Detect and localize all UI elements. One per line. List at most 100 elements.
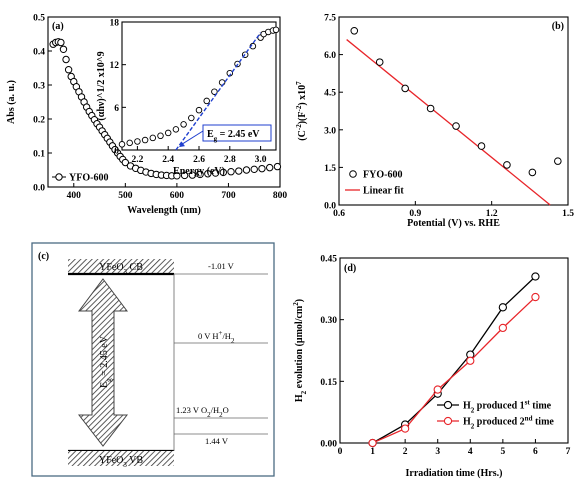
a-data-point — [258, 164, 266, 173]
b-data-point — [401, 84, 409, 93]
b-y-tick-label: 7.5 — [324, 14, 336, 24]
a-data-point — [196, 170, 204, 179]
d-y-axis-label-part: 2 — [292, 302, 300, 306]
d-series-line-2 — [372, 296, 536, 444]
d-x-tick-label: 5 — [500, 447, 505, 457]
d-y-axis-label-part: evolution (μmol/cm — [294, 305, 305, 391]
a-inset-y-tick-label: 0 — [114, 147, 119, 157]
c-band-gap-arrow — [77, 278, 129, 447]
d-legend-label-2-part: H — [463, 417, 471, 428]
panel-b: 0.6 0.9 1.2 1.5 0.0 1.5 3.0 4.5 6.0 7.5 Potential … — [295, 14, 574, 230]
d-legend-label-1-part: time — [530, 401, 552, 412]
a-inset-x-tick-label: 2.8 — [224, 155, 236, 165]
d-data-point-1 — [531, 272, 540, 281]
b-x-tick-label: 1.2 — [486, 209, 498, 219]
d-series-line-1 — [372, 276, 536, 444]
a-panel-label: (a) — [52, 21, 64, 32]
c-vb-label-part: VB — [127, 455, 144, 466]
a-inset-annotation-label-part: E — [207, 129, 214, 140]
a-inset-annotation-arrow — [181, 130, 204, 145]
c-level-label-o2-part: 2 — [207, 411, 211, 419]
d-data-point-2 — [531, 292, 540, 302]
b-x-axis-label: Potential (V) vs. RHE — [407, 218, 500, 229]
d-y-axis-label-part: H — [294, 394, 305, 402]
b-y-tick-label: 0.0 — [324, 202, 336, 212]
d-data-point-2 — [400, 424, 410, 433]
a-inset-x-tick-label: 2.4 — [162, 155, 174, 165]
c-cb-label-part: CB — [127, 262, 143, 273]
d-legend-label-1-part: 2 — [471, 407, 475, 415]
a-y-tick-label: 0.3 — [33, 82, 45, 92]
b-legend-label-2: Linear fit — [363, 186, 404, 197]
a-inset-data-point — [203, 97, 210, 105]
d-y-axis-label: H2 evolution (μmol/cm2) — [292, 299, 308, 402]
c-cb-label-part: YFeO — [99, 262, 123, 273]
c-level-label-h2-part: /H — [222, 331, 231, 341]
b-legend-marker — [349, 170, 357, 178]
a-data-point — [121, 158, 130, 167]
b-y-tick-label: 3.0 — [324, 126, 336, 136]
a-x-axis-label: Wavelength (nm) — [127, 205, 201, 216]
a-inset-x-axis-label: Energy (eV) — [173, 166, 225, 177]
d-legend-marker-2 — [443, 416, 453, 426]
d-y-axis-label-part: ) — [294, 299, 305, 302]
d-data-point-1 — [498, 303, 508, 312]
b-panel-label: (b) — [552, 21, 564, 32]
b-y-axis-label-part: ) x10 — [297, 85, 308, 106]
a-inset-annotation-box — [202, 124, 272, 142]
a-inset-annotation-label-part: = 2.45 eV — [217, 129, 260, 140]
a-inset-data-point — [172, 126, 180, 133]
a-data-point — [173, 172, 181, 180]
c-level-label-o2-part: 2 — [219, 411, 223, 419]
d-legend-label-2-part: produced 2 — [474, 417, 524, 428]
b-y-axis-label-part: (C — [297, 130, 308, 141]
a-legend-label: YFO-600 — [69, 173, 108, 184]
a-data-point — [59, 45, 68, 53]
d-panel-label: (d) — [344, 263, 356, 274]
d-x-tick-label: 3 — [435, 447, 440, 457]
b-y-tick-label: 6.0 — [324, 51, 336, 61]
a-inset-annotation-label-part: g — [214, 135, 218, 143]
a-data-point — [62, 55, 70, 64]
a-inset-annotation-label: Eg = 2.45 eV — [207, 129, 260, 143]
d-legend-label-1-part: produced 1 — [474, 401, 524, 412]
a-inset-data-point — [126, 139, 133, 147]
c-level-label-o2-part: O — [223, 405, 229, 415]
d-x-axis-label: Irradiation time (Hrs.) — [406, 468, 503, 479]
c-level-label-h2-part: 0 V H — [198, 331, 218, 341]
d-y-axis-label-part: 2 — [300, 390, 308, 394]
a-data-point — [57, 38, 65, 47]
d-x-tick-label: 6 — [533, 447, 538, 457]
a-y-tick-label: 0.5 — [33, 14, 45, 24]
a-inset-data-point — [180, 121, 187, 128]
a-x-tick-label: 400 — [67, 191, 82, 201]
a-inset-data-point — [164, 129, 172, 137]
a-y-tick-label: 0.2 — [33, 116, 45, 126]
d-data-point-2 — [466, 356, 475, 365]
c-band-gap-label-part: E — [99, 382, 110, 388]
a-inset-data-point — [118, 141, 126, 148]
d-data-point-2 — [368, 438, 377, 448]
c-cb-label: YFeO3 CB — [99, 262, 143, 276]
c-panel-label: (c) — [38, 251, 49, 262]
a-inset-data-point — [272, 26, 280, 34]
c-level-label-o2-part: 1.23 V O — [176, 405, 207, 415]
a-y-tick-label: 0.4 — [33, 48, 45, 58]
a-inset-data-point — [134, 138, 141, 145]
a-inset-y-tick-label: 12 — [110, 61, 120, 71]
c-level-label-o2-part: /H — [211, 405, 220, 415]
a-x-tick-label: 800 — [273, 191, 288, 201]
c-frame — [31, 242, 275, 477]
a-data-point — [204, 170, 212, 178]
c-level-label-h2: 0 V H+/H2 — [198, 329, 235, 345]
a-data-point — [211, 169, 220, 177]
d-x-tick-label: 0 — [338, 447, 343, 457]
d-legend-label-1-part: st — [525, 399, 531, 407]
b-y-tick-label: 1.5 — [324, 164, 336, 174]
d-x-tick-label: 2 — [403, 447, 408, 457]
a-x-tick-label: 500 — [118, 191, 133, 201]
b-x-tick-label: 0.9 — [409, 209, 421, 219]
c-level-label-vb: 1.44 V — [205, 436, 229, 446]
c-level-label-h2-part: + — [218, 329, 222, 337]
